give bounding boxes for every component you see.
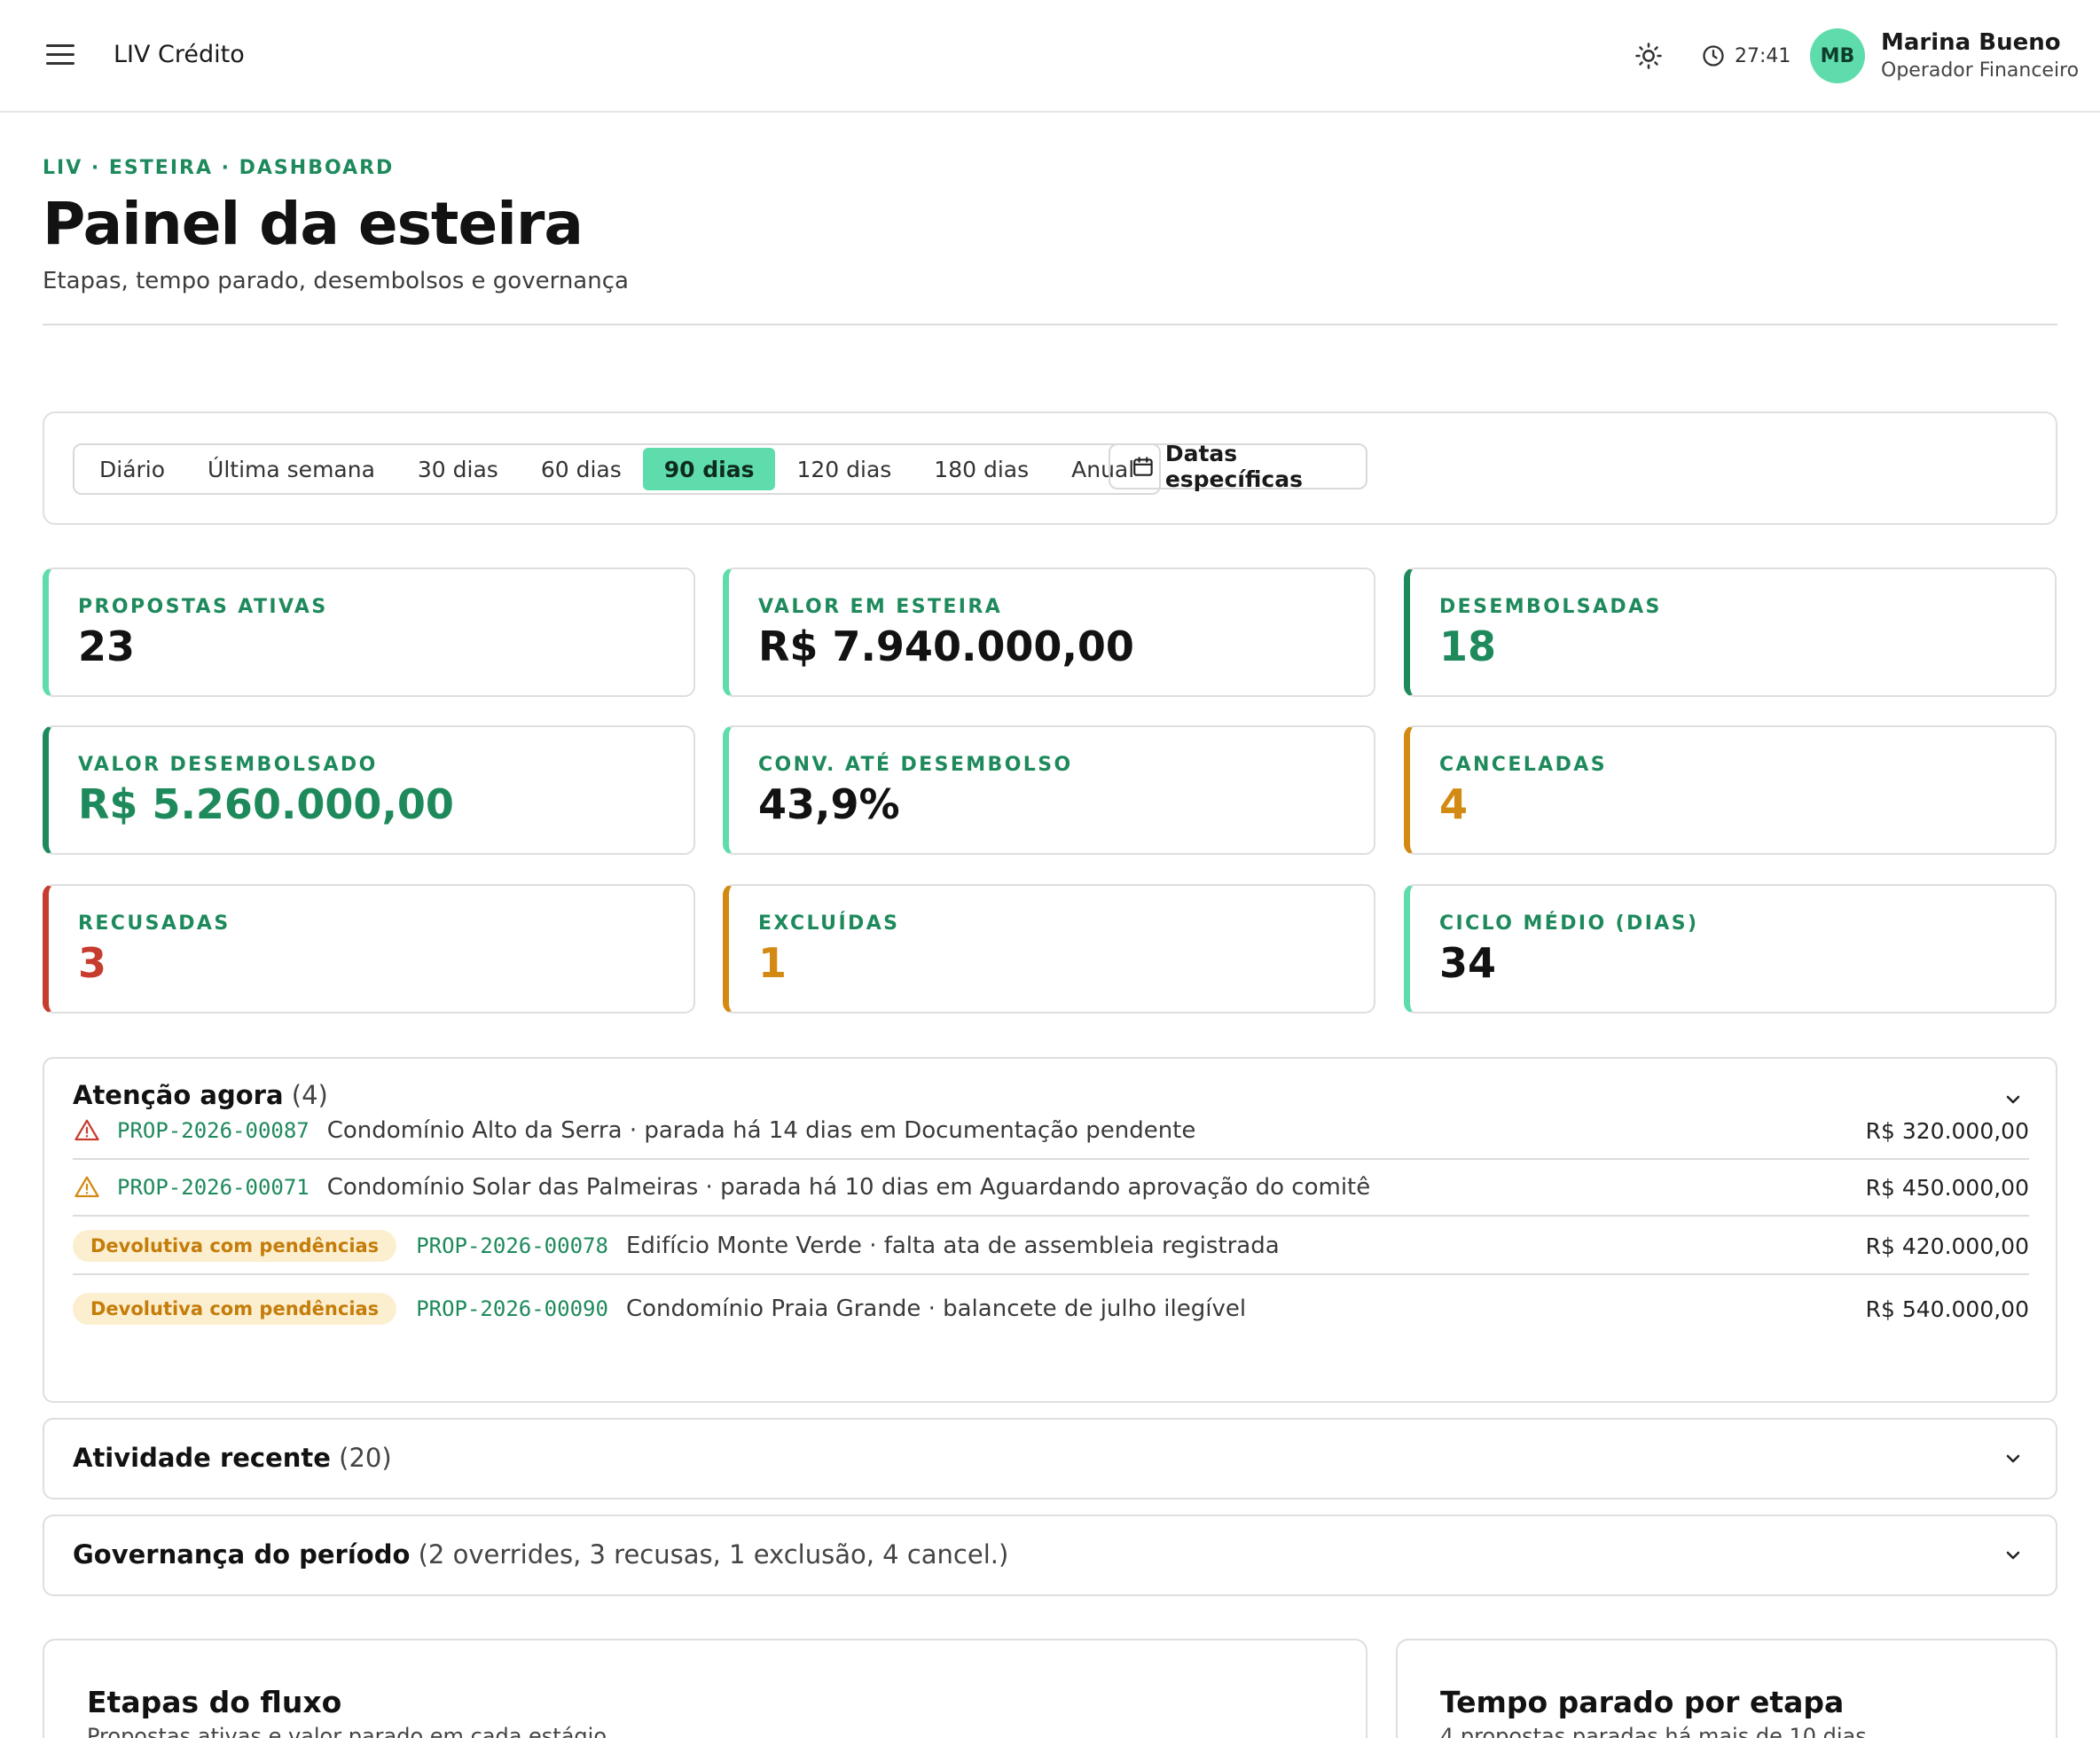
activity-title: Atividade recente [73,1443,331,1473]
kpi-label: VALOR EM ESTEIRA [758,596,1003,618]
kpi-value: 1 [758,939,788,987]
chevron-down-icon[interactable] [2002,1448,2024,1469]
kpi-card: EXCLUÍDAS 1 [723,884,1375,1014]
attention-item[interactable]: Devolutiva com pendências PROP-2026-00090… [73,1280,2029,1337]
kpi-card: DESEMBOLSADAS 18 [1404,568,2057,697]
period-option[interactable]: Última semana [208,456,375,482]
governance-title: Governança do período [73,1539,411,1570]
kpi-card: CANCELADAS 4 [1404,725,2057,855]
breadcrumb: LIV · ESTEIRA · DASHBOARD [43,157,395,179]
kpi-card: PROPOSTAS ATIVAS 23 [43,568,695,697]
attention-description: Condomínio Alto da Serra · parada há 14 … [326,1117,1196,1144]
kpi-value: 43,9% [758,780,900,828]
header-divider [43,324,2057,325]
period-segmented-control: Diário Última semana 30 dias 60 dias 90 dias… [73,443,1162,495]
period-option[interactable]: 30 dias [417,456,498,482]
kpi-value: R$ 7.940.000,00 [758,622,1134,670]
kpi-label: VALOR DESEMBOLSADO [78,754,378,776]
period-option[interactable]: 120 dias [796,456,892,482]
attention-item[interactable]: Devolutiva com pendências PROP-2026-00078… [73,1218,2029,1275]
stages-card-title: Etapas do fluxo [87,1685,342,1719]
kpi-card: CICLO MÉDIO (DIAS) 34 [1404,884,2057,1014]
status-badge: Devolutiva com pendências [73,1230,397,1262]
attention-title: Atenção agora [73,1080,284,1110]
chevron-down-icon[interactable] [2002,1089,2024,1110]
kpi-value: 34 [1439,939,1497,987]
kpi-label: DESEMBOLSADAS [1439,596,1662,618]
attention-panel: Atenção agora (4) PROP-2026-00087 Condomí… [43,1057,2057,1403]
governance-header[interactable]: Governança do período (2 overrides, 3 re… [73,1539,1008,1570]
avatar[interactable]: MB [1810,28,1865,83]
period-option[interactable]: 90 dias [642,448,776,490]
kpi-value: R$ 5.260.000,00 [78,780,454,828]
proposal-id-link[interactable]: PROP-2026-00090 [416,1296,608,1321]
kpi-label: PROPOSTAS ATIVAS [78,596,328,618]
kpi-card: VALOR DESEMBOLSADO R$ 5.260.000,00 [43,725,695,855]
kpi-label: RECUSADAS [78,912,231,935]
top-bar: LIV Crédito 27:41 MB Marina Bueno Operad… [0,0,2100,113]
session-timer: 27:41 [1701,41,1790,71]
attention-description: Edifício Monte Verde · falta ata de asse… [625,1233,1280,1259]
timer-value: 27:41 [1735,44,1791,67]
status-badge: Devolutiva com pendências [73,1293,397,1325]
kpi-value: 23 [78,622,136,670]
page-title: Painel da esteira [43,190,584,258]
stages-card: Etapas do fluxo Propostas ativas e valor… [43,1639,1367,1738]
attention-item[interactable]: PROP-2026-00071 Condomínio Solar das Palm… [73,1160,2029,1217]
kpi-label: CANCELADAS [1439,754,1607,776]
chevron-down-icon[interactable] [2002,1545,2024,1566]
attention-description: Condomínio Solar das Palmeiras · parada … [326,1174,1371,1201]
proposal-id-link[interactable]: PROP-2026-00078 [416,1233,608,1258]
kpi-card: CONV. ATÉ DESEMBOLSO 43,9% [723,725,1375,855]
sun-icon[interactable] [1634,41,1664,71]
attention-amount: R$ 420.000,00 [1865,1233,2029,1259]
activity-count: (20) [339,1443,392,1473]
attention-amount: R$ 320.000,00 [1865,1117,2029,1144]
period-filter-panel: Diário Última semana 30 dias 60 dias 90 dias… [43,411,2057,525]
custom-dates-button[interactable]: Datas específicas [1109,441,1367,492]
alert-triangle-amber-icon [74,1176,99,1198]
kpi-value: 4 [1439,780,1469,828]
proposal-id-link[interactable]: PROP-2026-00087 [117,1118,310,1143]
proposal-id-link[interactable]: PROP-2026-00071 [117,1175,310,1200]
kpi-value: 3 [78,939,107,987]
attention-item[interactable]: PROP-2026-00087 Condomínio Alto da Serra … [73,1103,2029,1160]
activity-panel[interactable]: Atividade recente (20) [43,1418,2057,1499]
kpi-value: 18 [1439,622,1497,670]
calendar-icon [1133,457,1153,476]
page-subtitle: Etapas, tempo parado, desembolsos e gove… [43,268,629,294]
stages-card-subtitle: Propostas ativas e valor parado em cada … [87,1724,607,1738]
user-role: Operador Financeiro [1881,59,2080,82]
period-option[interactable]: Anual [1071,456,1135,482]
stall-time-card-subtitle: 4 propostas paradas há mais de 10 dias [1440,1724,1867,1738]
attention-description: Condomínio Praia Grande · balancete de j… [625,1296,1247,1322]
attention-count: (4) [291,1080,328,1110]
period-option[interactable]: 180 dias [934,456,1030,482]
period-option[interactable]: Diário [99,456,166,482]
kpi-label: CONV. ATÉ DESEMBOLSO [758,754,1073,776]
app-title: LIV Crédito [114,41,245,68]
menu-icon[interactable] [46,44,74,67]
governance-panel[interactable]: Governança do período (2 overrides, 3 re… [43,1515,2057,1596]
period-option[interactable]: 60 dias [540,456,622,482]
alert-triangle-red-icon [74,1119,99,1141]
user-name: Marina Bueno [1881,29,2061,56]
governance-details: (2 overrides, 3 recusas, 1 exclusão, 4 c… [418,1539,1009,1570]
attention-amount: R$ 450.000,00 [1865,1174,2029,1201]
kpi-label: EXCLUÍDAS [758,912,900,935]
activity-header[interactable]: Atividade recente (20) [73,1443,392,1473]
kpi-label: CICLO MÉDIO (DIAS) [1439,912,1699,935]
clock-icon [1703,45,1724,67]
kpi-card: RECUSADAS 3 [43,884,695,1014]
attention-header[interactable]: Atenção agora (4) [73,1080,328,1110]
stall-time-card-title: Tempo parado por etapa [1440,1685,1845,1719]
stall-time-card: Tempo parado por etapa 4 propostas parad… [1396,1639,2057,1738]
attention-amount: R$ 540.000,00 [1865,1296,2029,1322]
kpi-card: VALOR EM ESTEIRA R$ 7.940.000,00 [723,568,1375,697]
custom-dates-label: Datas específicas [1164,441,1304,492]
